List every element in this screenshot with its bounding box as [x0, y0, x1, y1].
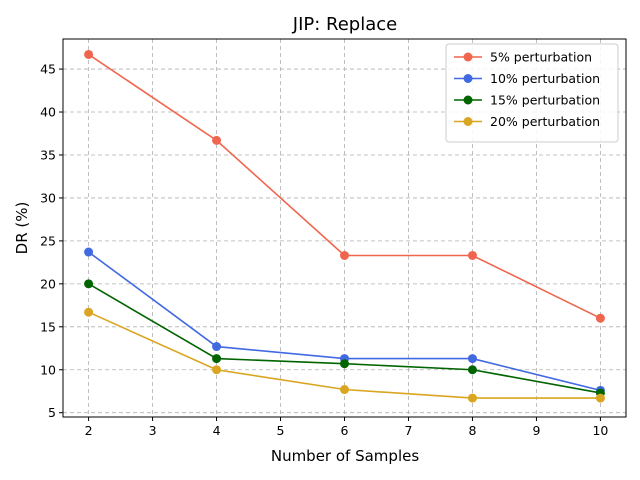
- legend-marker: [463, 95, 473, 105]
- grid-lines: [63, 39, 626, 417]
- y-tick-label: 20: [40, 276, 56, 291]
- legend-label: 10% perturbation: [490, 71, 600, 86]
- y-tick-label: 15: [40, 319, 56, 334]
- x-tick-label: 3: [149, 423, 157, 438]
- y-tick-label: 45: [40, 62, 56, 77]
- x-axis-label: Number of Samples: [271, 447, 419, 465]
- data-point: [212, 365, 222, 375]
- x-tick-label: 7: [405, 423, 413, 438]
- data-point: [212, 342, 222, 352]
- x-tick-label: 6: [341, 423, 349, 438]
- data-point: [340, 359, 349, 369]
- y-tick-label: 10: [40, 362, 56, 377]
- data-point: [340, 385, 349, 395]
- legend-label: 20% perturbation: [490, 114, 600, 129]
- legend-item: 5% perturbation: [454, 50, 592, 65]
- legend-marker: [463, 52, 473, 62]
- chart-title: JIP: Replace: [292, 14, 397, 35]
- data-point: [467, 250, 477, 260]
- x-tick-label: 5: [277, 423, 285, 438]
- legend: 5% perturbation 10% perturbation 15% pertu…: [445, 43, 619, 143]
- y-tick-label: 35: [40, 147, 56, 162]
- legend-marker: [463, 117, 473, 126]
- series-layer: [84, 49, 605, 403]
- data-point: [467, 365, 477, 375]
- data-point: [595, 393, 605, 403]
- legend-item: 10% perturbation: [454, 71, 600, 86]
- data-point: [84, 279, 94, 289]
- x-tick-label: 8: [468, 423, 476, 438]
- data-point: [212, 135, 222, 145]
- data-point: [340, 250, 349, 260]
- x-tick-label: 2: [85, 423, 93, 438]
- y-axis-ticks: 5 10 15 20 25 30 35 40 45: [40, 62, 63, 420]
- data-point: [467, 354, 477, 364]
- series-3: [84, 279, 605, 398]
- legend-item: 15% perturbation: [454, 93, 600, 108]
- y-tick-label: 40: [40, 105, 56, 120]
- legend-label: 5% perturbation: [490, 50, 592, 65]
- data-point: [84, 307, 94, 317]
- y-tick-label: 30: [40, 190, 56, 205]
- data-point: [84, 247, 94, 257]
- y-axis-label: DR (%): [13, 202, 31, 255]
- legend-marker: [463, 74, 473, 83]
- x-tick-label: 9: [532, 423, 540, 438]
- x-tick-label: 10: [592, 423, 608, 438]
- y-tick-label: 25: [40, 233, 56, 248]
- x-tick-label: 4: [213, 423, 221, 438]
- legend-item: 20% perturbation: [454, 114, 600, 129]
- legend-box: [445, 43, 619, 143]
- series-4: [84, 307, 605, 403]
- data-point: [84, 49, 94, 59]
- x-axis-ticks: 2 3 4 5 6 7 8 9 10: [85, 417, 608, 438]
- y-tick-label: 5: [48, 405, 56, 420]
- legend-label: 15% perturbation: [490, 93, 600, 108]
- data-point: [212, 354, 222, 364]
- data-point: [595, 313, 605, 323]
- series-1: [84, 49, 605, 323]
- data-point: [467, 393, 477, 403]
